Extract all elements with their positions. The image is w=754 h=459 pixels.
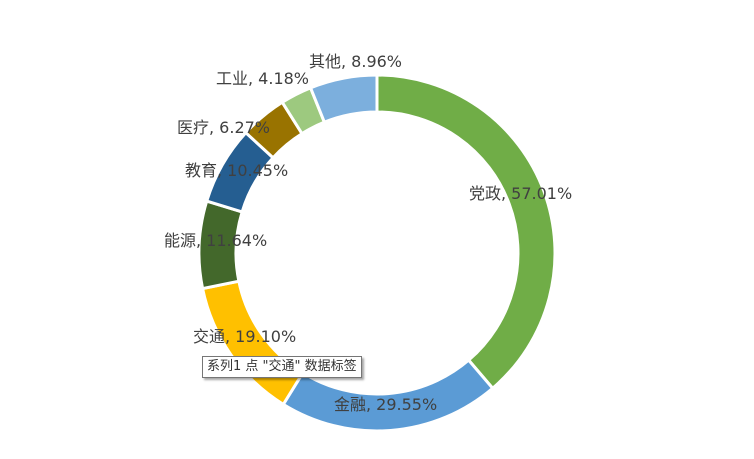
data-label-5[interactable]: 教育, 10.45%: [185, 161, 288, 180]
data-label-1[interactable]: 党政, 57.01%: [469, 184, 572, 203]
data-labels: 党政, 57.01% 金融, 29.55% 交通, 19.10% 能源, 11.64%…: [164, 52, 572, 414]
data-label-3[interactable]: 交通, 19.10%: [193, 327, 296, 346]
data-label-6[interactable]: 医疗, 6.27%: [177, 118, 270, 137]
doughnut-slice-1[interactable]: [375, 73, 557, 391]
data-label-tooltip: 系列1 点 "交通" 数据标签: [202, 356, 362, 378]
data-label-2[interactable]: 金融, 29.55%: [334, 395, 437, 414]
data-label-8[interactable]: 其他, 8.96%: [309, 52, 402, 71]
doughnut-slice-8[interactable]: [308, 73, 379, 125]
data-label-4[interactable]: 能源, 11.64%: [164, 231, 267, 250]
data-label-7[interactable]: 工业, 4.18%: [216, 69, 309, 88]
